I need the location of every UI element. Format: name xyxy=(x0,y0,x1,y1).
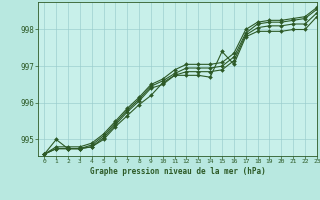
X-axis label: Graphe pression niveau de la mer (hPa): Graphe pression niveau de la mer (hPa) xyxy=(90,167,266,176)
